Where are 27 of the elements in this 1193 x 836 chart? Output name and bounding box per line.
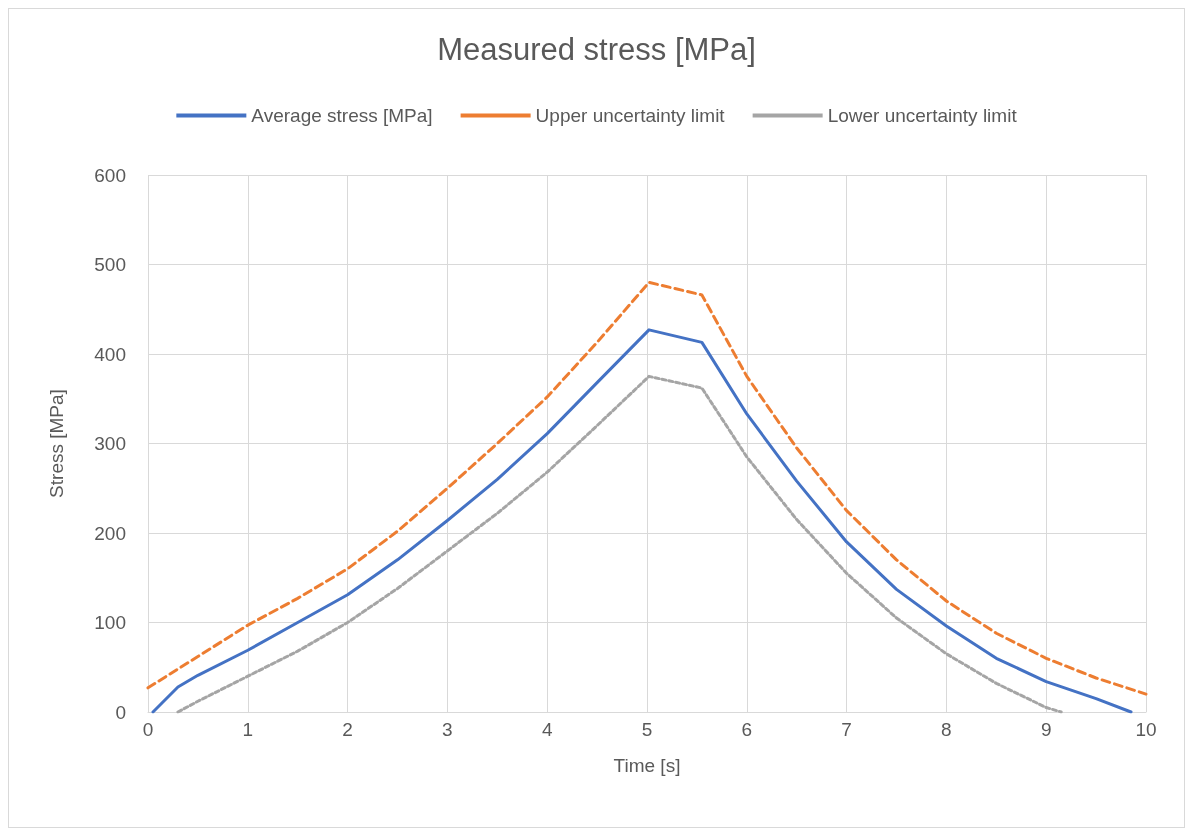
y-tick-label: 300 — [94, 433, 126, 454]
x-tick-label: 9 — [1040, 719, 1052, 740]
x-tick-label: 6 — [741, 719, 753, 740]
legend-label: Average stress [MPa] — [251, 105, 433, 126]
y-tick-label: 0 — [115, 701, 126, 723]
line-series — [151, 328, 1133, 714]
legend-label: Upper uncertainty limit — [535, 105, 726, 126]
y-tick-label: 600 — [94, 164, 126, 186]
x-axis-title: Time [s] — [613, 755, 681, 776]
x-tick-label: 2 — [342, 719, 353, 740]
legend-label: Lower uncertainty limit — [827, 105, 1018, 126]
x-tick-label: 4 — [541, 719, 553, 740]
x-tick-label: 10 — [1135, 719, 1157, 740]
x-tick-label: 7 — [841, 719, 852, 740]
y-axis-title: Stress [MPa] — [46, 389, 67, 498]
x-tick-label: 1 — [242, 719, 254, 740]
y-tick-label: 400 — [94, 343, 126, 365]
x-tick-label: 0 — [142, 719, 154, 740]
chart-title: Measured stress [MPa] — [437, 32, 756, 67]
y-tick-label: 200 — [94, 522, 126, 544]
y-tick-label: 100 — [94, 612, 126, 633]
x-tick-label: 5 — [641, 719, 653, 740]
x-tick-label: 3 — [442, 719, 453, 740]
line-series — [146, 280, 1148, 696]
x-tick-label: 8 — [941, 719, 952, 740]
line-series — [176, 374, 1063, 714]
y-tick-label: 500 — [94, 254, 126, 275]
